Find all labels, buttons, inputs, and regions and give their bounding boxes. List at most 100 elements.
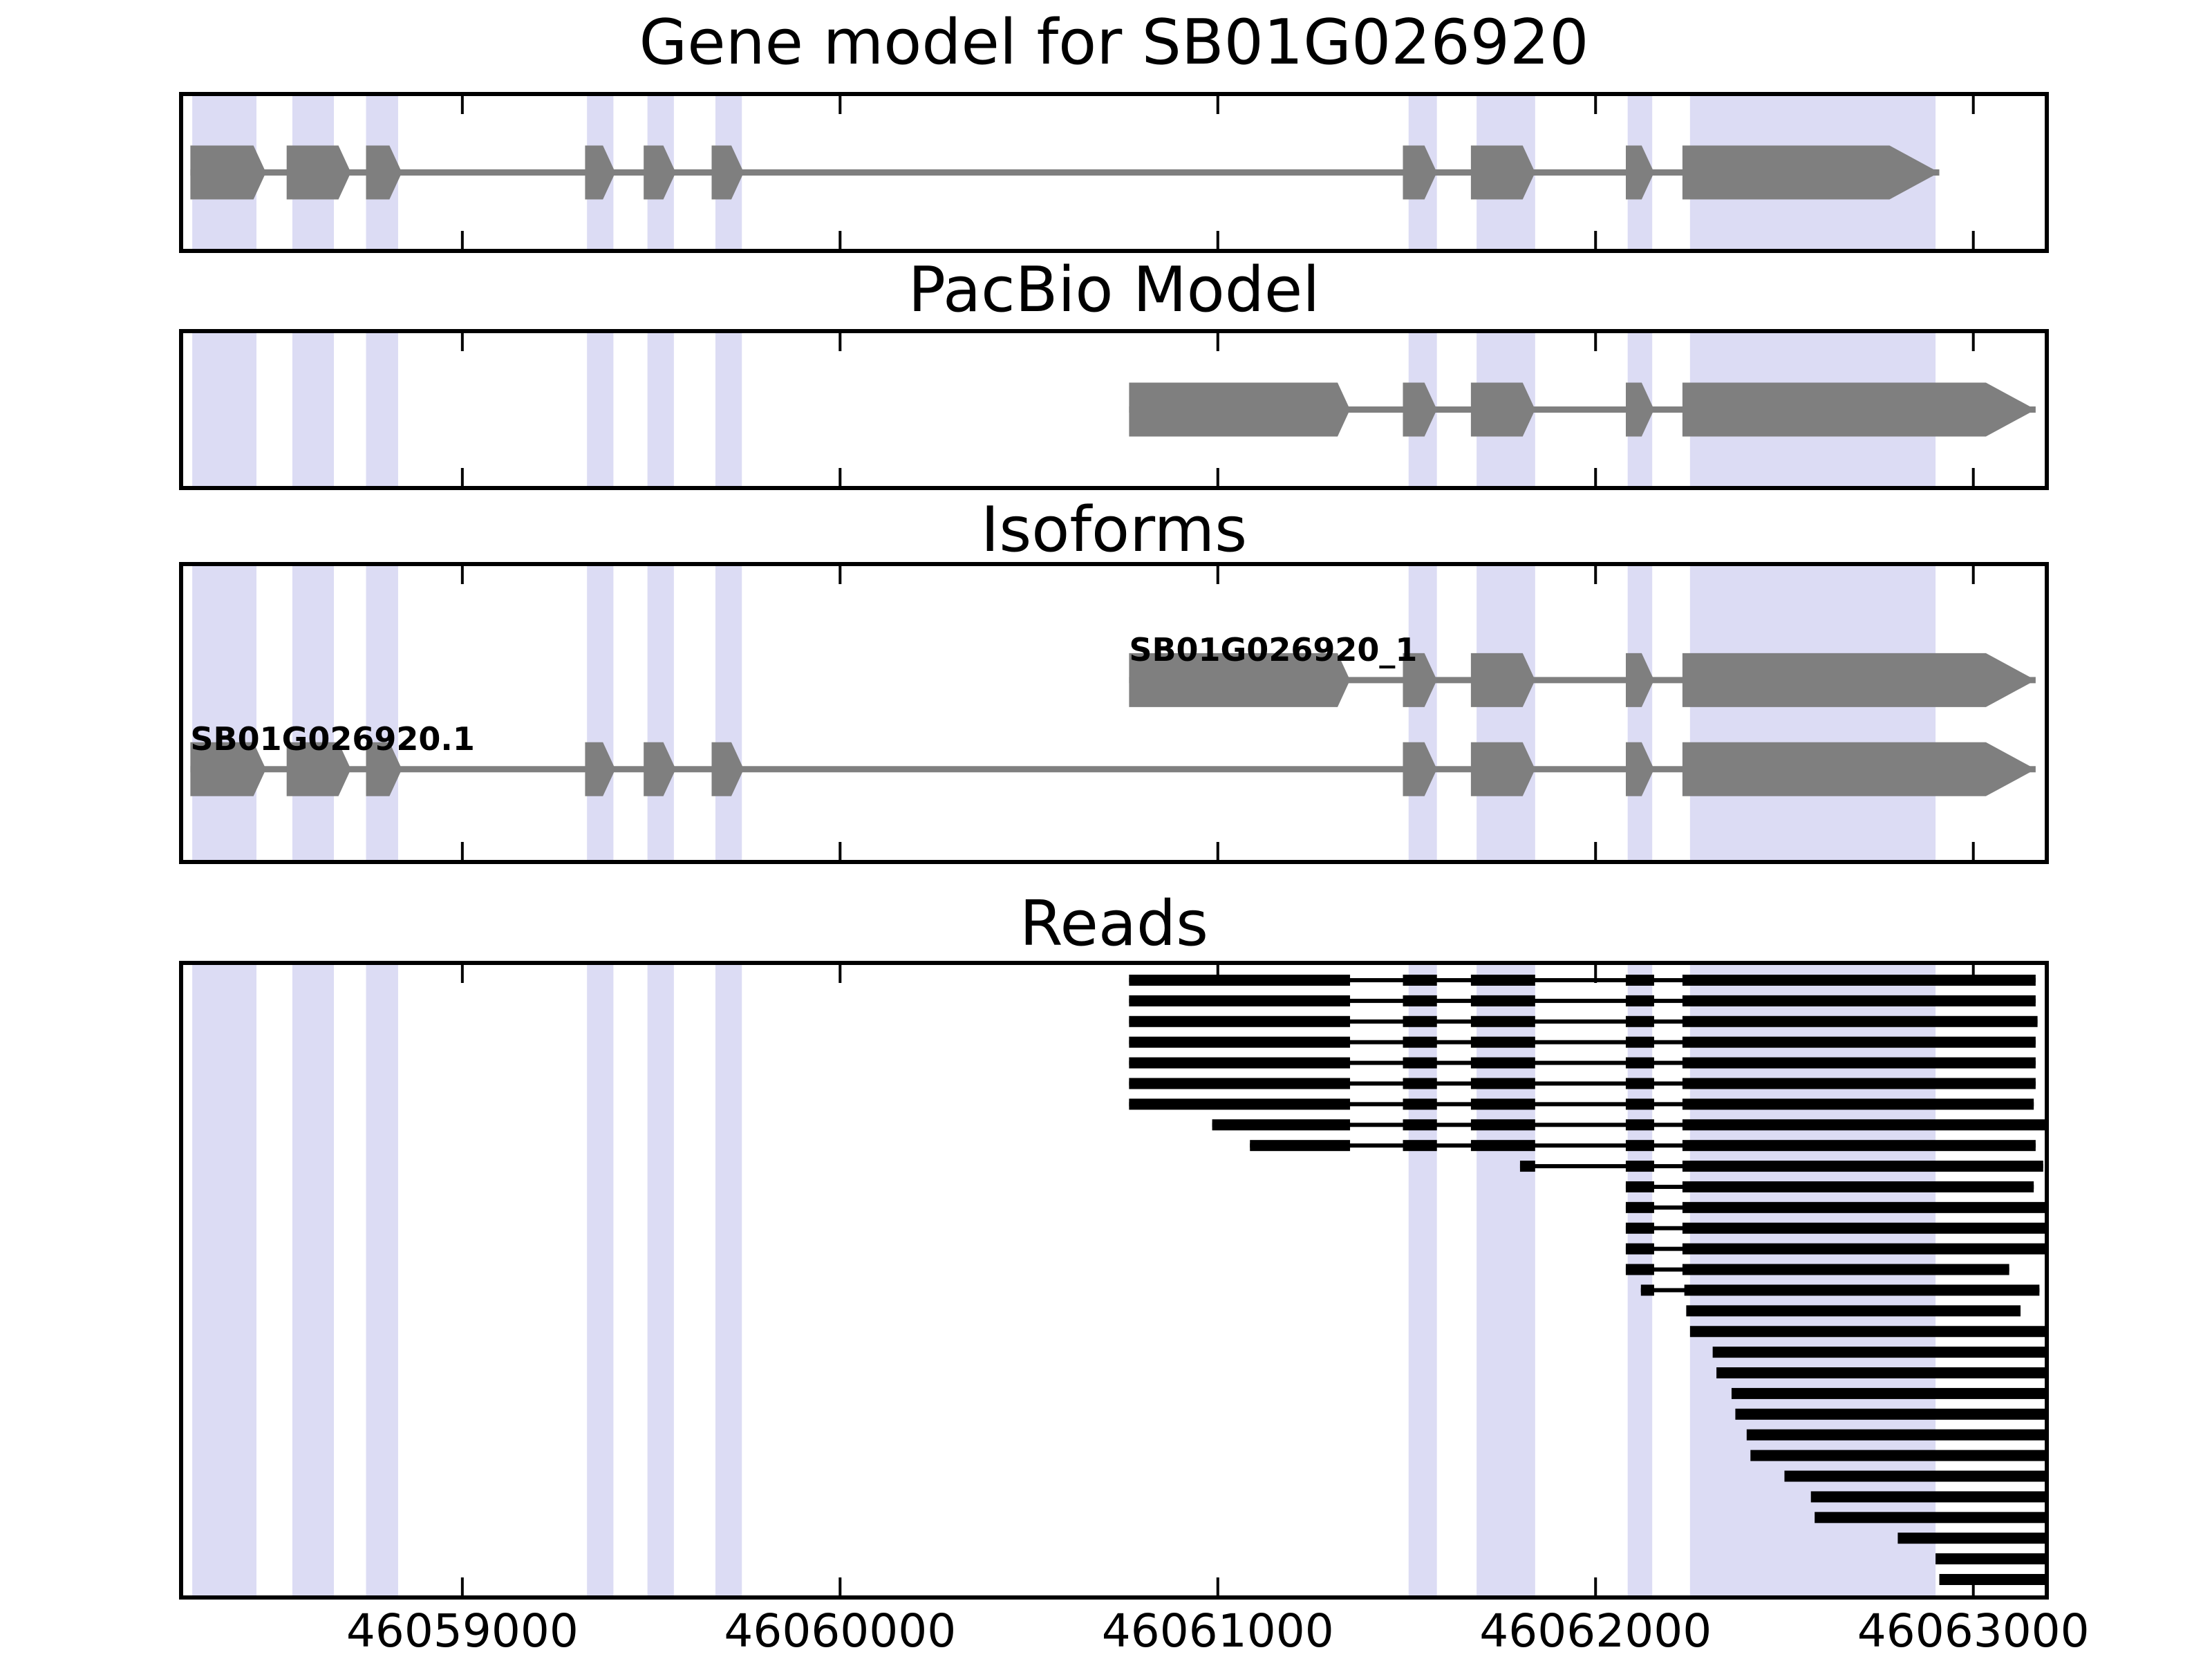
tick-mark [1971, 468, 1975, 486]
tick-mark [460, 468, 464, 486]
panel-title-reads: Reads [1019, 888, 1209, 960]
exon-arrow [190, 145, 266, 200]
tick-mark [460, 333, 464, 351]
panel-pacbio-model [179, 329, 2049, 490]
exon-arrow [1470, 145, 1535, 200]
tick-mark [460, 231, 464, 249]
exon-arrow [1470, 742, 1535, 796]
exon-arrow [1626, 382, 1654, 437]
read-bar [1682, 1119, 2049, 1131]
read-bar [1625, 1078, 1654, 1089]
x-axis-tick-label: 46060000 [724, 1604, 957, 1658]
read-bar [1403, 1057, 1437, 1069]
read-bar [1403, 995, 1437, 1006]
read-bar [1625, 1015, 1654, 1027]
intron-line [190, 169, 1940, 176]
read-bar [1731, 1387, 2049, 1399]
tick-mark [1594, 468, 1597, 486]
exon-arrow [711, 742, 744, 796]
read-bar [1129, 1036, 1351, 1048]
read-intron-line [1129, 998, 2036, 1003]
read-intron-line [1129, 978, 2036, 982]
exon-highlight-band [1689, 961, 1936, 1600]
intron-line [190, 766, 2036, 773]
tick-mark [1216, 566, 1219, 584]
tick-mark [1971, 842, 1975, 860]
read-bar [1625, 1264, 1654, 1275]
read-bar [1682, 1078, 2036, 1089]
tick-mark [838, 965, 842, 983]
exon-arrow [286, 742, 351, 796]
read-bar [1625, 1161, 1654, 1172]
read-bar [1625, 1140, 1654, 1152]
tick-mark [1594, 965, 1597, 983]
x-axis-tick-label: 46062000 [1479, 1604, 1712, 1658]
read-intron-line [1129, 1102, 2034, 1107]
exon-highlight-band [192, 562, 257, 864]
exon-highlight-band [587, 562, 614, 864]
tick-mark [1216, 468, 1219, 486]
tick-mark [1971, 96, 1975, 114]
tick-mark [838, 566, 842, 584]
read-bar [1403, 1140, 1437, 1152]
read-bar [1129, 1057, 1351, 1069]
tick-mark [460, 96, 464, 114]
isoform-label: SB01G026920_1 [1129, 630, 1418, 668]
read-intron-line [1129, 1060, 2036, 1065]
exon-arrow [1403, 382, 1437, 437]
exon-highlight-band [715, 329, 742, 490]
read-bar [1470, 975, 1535, 986]
read-bar [1682, 1057, 2036, 1069]
read-bar [1129, 975, 1351, 986]
read-bar [1625, 1036, 1654, 1048]
x-axis-tick-label: 46061000 [1101, 1604, 1334, 1658]
read-bar [1212, 1119, 1351, 1131]
read-bar [1686, 1305, 2021, 1317]
read-bar [1897, 1533, 2049, 1544]
exon-arrow [1470, 653, 1535, 707]
panel-title-gene-model: Gene model for SB01G026920 [639, 6, 1589, 79]
exon-highlight-band [292, 961, 335, 1600]
tick-mark [460, 566, 464, 584]
tick-mark [1594, 96, 1597, 114]
panel-title-pacbio-model: PacBio Model [908, 254, 1320, 326]
read-bar [1682, 1015, 2038, 1027]
tick-mark [1216, 96, 1219, 114]
read-intron-line [1129, 1040, 2036, 1044]
read-bar [1682, 1201, 2049, 1213]
intron-line [1129, 677, 2036, 684]
exon-arrow [366, 145, 402, 200]
exon-arrow [1403, 653, 1437, 707]
read-bar [1682, 1264, 2009, 1275]
tick-mark [1216, 1577, 1219, 1595]
read-bar [1625, 1243, 1654, 1255]
read-bar [1403, 1119, 1437, 1131]
tick-mark [1594, 333, 1597, 351]
exon-highlight-band [647, 329, 674, 490]
read-bar [1519, 1161, 1535, 1172]
exon-arrow [644, 145, 676, 200]
read-bar [1470, 1036, 1535, 1048]
exon-arrow [1403, 145, 1437, 200]
exon-highlight-band [587, 329, 614, 490]
exon-highlight-band [1689, 562, 1936, 864]
exon-highlight-band [366, 329, 398, 490]
read-bar [1939, 1574, 2049, 1585]
exon-arrow [1129, 653, 1350, 707]
x-axis-tick-label: 46063000 [1857, 1604, 2090, 1658]
exon-arrow [1470, 382, 1535, 437]
read-bar [1682, 1036, 2036, 1048]
read-bar [1682, 975, 2036, 986]
exon-highlight-band [1627, 961, 1653, 1600]
read-bar [1682, 1222, 2049, 1234]
exon-arrow [190, 742, 266, 796]
read-bar [1746, 1429, 2049, 1441]
exon-arrow [585, 145, 616, 200]
read-bar [1129, 995, 1351, 1006]
tick-mark [1971, 965, 1975, 983]
tick-mark [1971, 566, 1975, 584]
exon-arrow [286, 145, 351, 200]
panel-canvas [179, 562, 2049, 864]
read-intron-line [1129, 1019, 2038, 1024]
